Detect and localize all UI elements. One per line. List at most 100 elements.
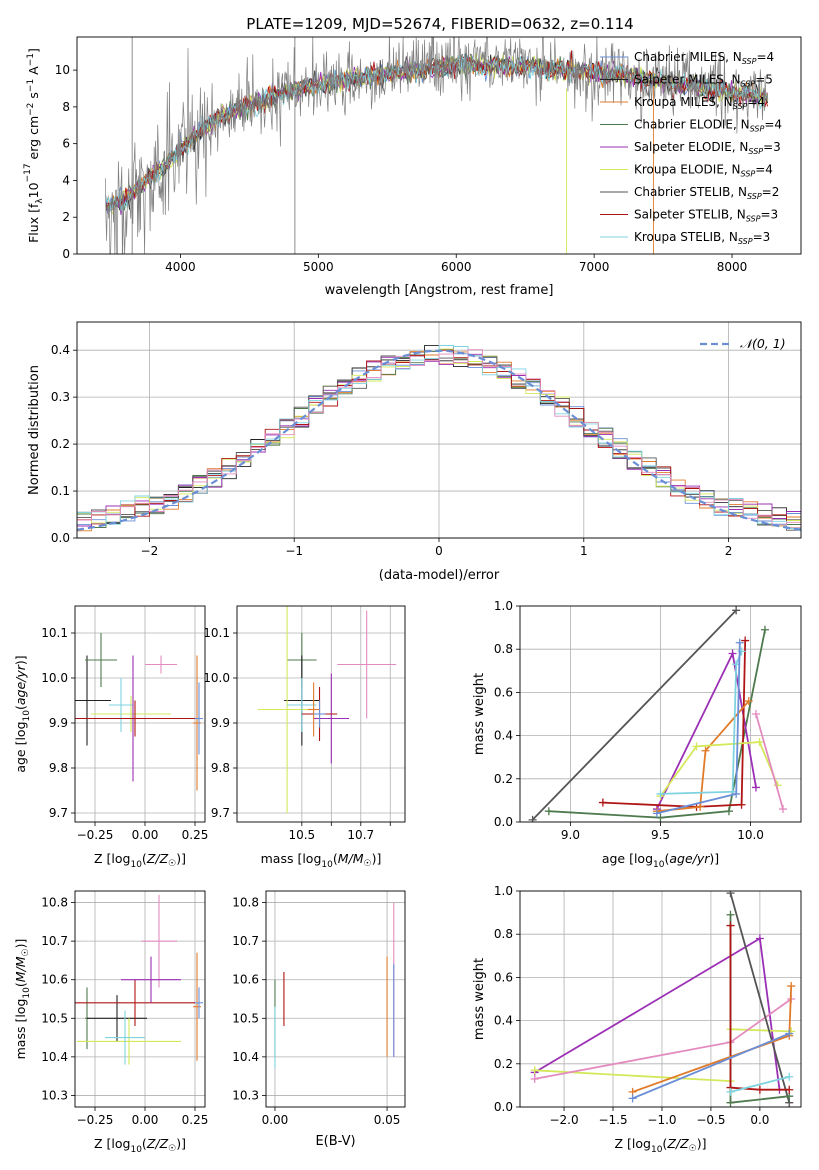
weight-series-line — [534, 937, 781, 1090]
weight-marker — [728, 649, 737, 658]
x-tick-label: −0.25 — [77, 828, 114, 842]
x-tick-label: 10.0 — [737, 828, 764, 842]
y-axis-label: mass weight — [472, 958, 487, 1040]
y-tick-label: 9.8 — [49, 761, 68, 775]
x-tick-label: 0 — [435, 544, 443, 558]
x-tick-label: −1.5 — [598, 1113, 627, 1127]
y-tick-label: 0.2 — [51, 437, 70, 451]
x-axis-label: Z [log10(Z/Z☉)] — [94, 1136, 186, 1155]
errorbar-group — [274, 902, 395, 1069]
x-axis-label: Z [log10(Z/Z☉)] — [615, 1136, 707, 1155]
y-tick-label: 0.8 — [494, 927, 513, 941]
legend-label: Kroupa ELODIE, NSSP=4 — [634, 163, 773, 179]
weight-marker — [760, 625, 769, 634]
y-axis-label: mass weight — [472, 673, 487, 755]
y-tick-label: 0.0 — [51, 531, 70, 545]
weight-series-line — [755, 713, 784, 810]
y-tick-label: 10.5 — [41, 1011, 68, 1025]
errorbar-group — [257, 606, 397, 813]
legend-label: Kroupa STELIB, NSSP=3 — [634, 230, 770, 246]
errorbar-group — [75, 633, 203, 791]
weight-marker — [755, 1085, 764, 1094]
y-tick-label: 0.0 — [494, 1100, 513, 1114]
weight-series-line — [632, 1032, 790, 1100]
y-axis-label: age [log10(age/yr)] — [13, 655, 32, 772]
legend-label: Kroupa MILES, NSSP=4 — [634, 95, 765, 111]
y-axis-label: Normed distribution — [27, 365, 42, 495]
axes-frame — [76, 321, 802, 539]
x-tick-label: 0.00 — [132, 1113, 159, 1127]
legend-label: Chabrier STELIB, NSSP=2 — [634, 185, 779, 201]
y-tick-label: 0.6 — [494, 970, 513, 984]
weight-marker — [744, 697, 753, 706]
y-tick-label: 10.7 — [232, 934, 259, 948]
weight-marker — [741, 636, 750, 645]
x-axis-label: age [log10(age/yr)] — [602, 851, 719, 870]
x-tick-label: 0.00 — [262, 1113, 289, 1127]
y-tick-label: 6 — [62, 137, 70, 151]
x-tick-label: 10.5 — [288, 828, 315, 842]
y-tick-label: 0.4 — [494, 1014, 513, 1028]
axes-frame — [74, 890, 206, 1108]
x-tick-label: 2 — [725, 544, 733, 558]
weight-marker — [726, 921, 735, 930]
weight-marker — [732, 789, 741, 798]
figure-title: PLATE=1209, MJD=52674, FIBERID=0632, z=0… — [246, 15, 633, 33]
x-tick-label: 0.0 — [750, 1113, 769, 1127]
weight-lines — [530, 891, 796, 1107]
x-tick-label: −2 — [141, 544, 159, 558]
y-tick-label: 10.4 — [41, 1050, 68, 1064]
legend-label: 𝒩(0, 1) — [740, 336, 786, 351]
weight-marker — [530, 1066, 539, 1075]
y-tick-label: 10.0 — [203, 671, 230, 685]
weight-marker — [724, 807, 733, 816]
y-tick-label: 0 — [62, 247, 70, 261]
x-tick-label: −0.25 — [77, 1113, 114, 1127]
y-tick-label: 10.3 — [232, 1088, 259, 1102]
weight-series-line — [656, 700, 750, 813]
weight-marker — [785, 1072, 794, 1081]
legend-label: Chabrier ELODIE, NSSP=4 — [634, 118, 782, 134]
x-tick-label: −1.0 — [647, 1113, 676, 1127]
y-tick-label: 9.8 — [211, 761, 230, 775]
weight-marker — [785, 1085, 794, 1094]
weight-series-line — [548, 629, 766, 819]
weight-marker — [737, 800, 746, 809]
normal-reference-curve — [77, 349, 801, 531]
legend-label: Salpeter MILES, NSSP=5 — [634, 73, 773, 89]
x-tick-label: 6000 — [441, 260, 472, 274]
axes-frame — [519, 605, 802, 823]
y-tick-label: 10.6 — [232, 973, 259, 987]
y-tick-label: 9.9 — [49, 716, 68, 730]
histogram-group — [77, 345, 801, 532]
weight-lines — [528, 606, 787, 822]
x-tick-label: 0.25 — [182, 1113, 209, 1127]
x-tick-label: 0.05 — [374, 1113, 401, 1127]
x-tick-label: −0.5 — [696, 1113, 725, 1127]
weight-marker — [530, 1074, 539, 1083]
axes-frame — [236, 605, 406, 823]
y-tick-label: 0.2 — [494, 1057, 513, 1071]
x-tick-label: 7000 — [579, 260, 610, 274]
weight-marker — [701, 746, 710, 755]
weight-marker — [692, 742, 701, 751]
x-tick-label: 1 — [580, 544, 588, 558]
x-axis-label: wavelength [Angstrom, rest frame] — [325, 283, 554, 298]
x-tick-label: 9.5 — [651, 828, 670, 842]
weight-series-line — [659, 741, 779, 797]
weight-marker — [598, 798, 607, 807]
x-tick-label: 9.0 — [561, 828, 580, 842]
weight-series-line — [531, 609, 737, 821]
y-tick-label: 0.8 — [494, 642, 513, 656]
legend-label: Salpeter STELIB, NSSP=3 — [634, 208, 778, 224]
x-tick-label: 5000 — [303, 260, 334, 274]
y-tick-label: 0.1 — [51, 484, 70, 498]
y-tick-label: 0.4 — [494, 729, 513, 743]
weight-marker — [755, 934, 764, 943]
y-tick-label: 0.2 — [494, 772, 513, 786]
weight-series-line — [534, 998, 792, 1080]
y-tick-label: 0.6 — [494, 685, 513, 699]
x-axis-label: mass [log10(M/M☉)] — [261, 851, 382, 870]
weight-marker — [696, 802, 705, 811]
